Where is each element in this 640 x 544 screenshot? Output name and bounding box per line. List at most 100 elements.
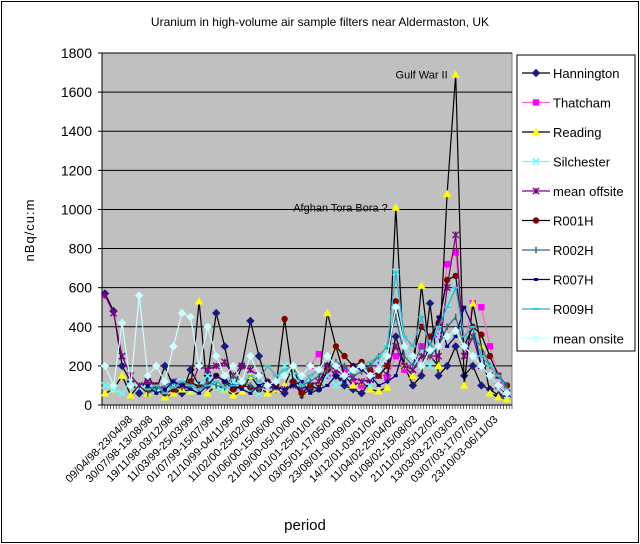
- series-mean-onsite: [100, 291, 512, 398]
- data-point-r001h: [289, 378, 297, 385]
- data-point-mean-offsite: [101, 291, 109, 300]
- data-point-hannington: [425, 299, 435, 308]
- y-tick-label: 1200: [61, 162, 92, 178]
- legend-item-hannington: Hannington: [522, 66, 620, 81]
- data-point-hannington: [408, 381, 418, 390]
- data-point-thatcham: [443, 261, 451, 268]
- legend-marker: [534, 278, 538, 281]
- legend-item-silchester: Silchester: [522, 155, 611, 170]
- data-point-mean-onsite: [460, 342, 469, 351]
- data-point-mean-onsite: [331, 361, 341, 371]
- data-point-mean-onsite: [442, 332, 452, 341]
- data-point-r007h: [197, 391, 202, 395]
- data-point-r007h: [462, 305, 467, 309]
- data-point-mean-offsite: [118, 352, 126, 360]
- data-point-mean-onsite: [374, 365, 383, 374]
- data-point-reading: [460, 381, 469, 389]
- data-point-r001h: [375, 372, 382, 379]
- data-point-mean-offsite: [434, 352, 443, 360]
- legend-item-r007h: R007H: [522, 273, 593, 288]
- annotation: Gulf War II: [396, 70, 448, 82]
- data-point-reading: [160, 392, 170, 401]
- data-point-reading: [383, 383, 392, 391]
- legend-marker: [531, 127, 541, 136]
- data-point-r007h: [179, 383, 184, 387]
- legend-label: R002H: [553, 243, 593, 258]
- data-point-mean-onsite: [194, 361, 204, 371]
- y-tick-label: 400: [69, 319, 93, 335]
- data-point-mean-onsite: [477, 361, 486, 371]
- data-point-mean-onsite: [169, 342, 178, 351]
- data-point-mean-onsite: [280, 371, 289, 380]
- data-point-mean-onsite: [271, 377, 281, 386]
- data-point-hannington: [220, 342, 229, 351]
- legend-label: R007H: [553, 273, 593, 288]
- data-point-hannington: [160, 361, 170, 371]
- legend-marker: [531, 68, 541, 78]
- data-point-reading: [442, 189, 452, 197]
- data-point-r007h: [222, 380, 227, 384]
- data-point-mean-offsite: [400, 362, 409, 370]
- data-point-reading: [374, 387, 383, 395]
- data-point-r001h: [187, 378, 194, 385]
- y-tick-label: 1600: [61, 84, 92, 100]
- y-tick-label: 1800: [61, 45, 92, 61]
- data-point-r001h: [307, 382, 314, 389]
- legend-label: R009H: [553, 302, 593, 317]
- data-point-hannington: [211, 308, 221, 318]
- data-point-mean-onsite: [494, 381, 503, 390]
- data-point-mean-onsite: [109, 381, 118, 390]
- data-point-mean-onsite: [485, 371, 495, 380]
- data-point-r007h: [214, 374, 219, 378]
- data-point-mean-onsite: [425, 346, 435, 355]
- data-point-mean-offsite: [212, 362, 220, 370]
- data-point-reading: [468, 299, 477, 307]
- data-point-hannington: [391, 332, 401, 341]
- data-point-mean-onsite: [451, 326, 460, 335]
- data-point-r001h: [281, 315, 288, 323]
- legend-marker: [532, 187, 540, 195]
- data-point-r007h: [299, 380, 304, 384]
- data-point-hannington: [468, 361, 477, 371]
- data-point-r001h: [478, 331, 485, 338]
- data-point-mean-onsite: [229, 361, 238, 371]
- data-point-mean-onsite: [203, 322, 212, 331]
- data-point-silchester: [280, 362, 289, 370]
- data-point-reading: [126, 391, 135, 399]
- data-point-reading: [169, 389, 178, 397]
- legend-label: Reading: [553, 125, 601, 140]
- data-point-reading: [502, 394, 512, 403]
- data-point-reading: [194, 297, 204, 305]
- data-point-r001h: [452, 272, 459, 280]
- data-point-mean-onsite: [408, 351, 418, 361]
- annotation: Afghan Tora Bora ?: [293, 202, 388, 214]
- data-point-mean-onsite: [340, 371, 349, 380]
- data-point-mean-offsite: [357, 377, 366, 386]
- data-point-reading: [323, 308, 332, 317]
- data-point-mean-offsite: [417, 352, 426, 360]
- data-point-reading: [451, 70, 460, 78]
- legend-label: Thatcham: [553, 96, 611, 111]
- legend-label: mean offsite: [553, 184, 624, 199]
- data-point-hannington: [417, 371, 426, 380]
- plot-background: [101, 52, 513, 406]
- legend-label: mean onsite: [553, 332, 624, 347]
- legend-item-mean-offsite: mean offsite: [522, 184, 624, 199]
- data-point-mean-offsite: [109, 309, 118, 317]
- data-point-mean-offsite: [135, 381, 143, 390]
- data-point-r001h: [392, 298, 400, 305]
- data-point-thatcham: [401, 366, 408, 373]
- y-tick-label: 800: [69, 241, 93, 257]
- data-point-mean-onsite: [357, 361, 366, 371]
- data-point-thatcham: [478, 304, 485, 311]
- data-point-mean-onsite: [348, 365, 358, 374]
- data-point-r007h: [436, 315, 441, 319]
- plot-area: Gulf War II Afghan Tora Bora ?: [98, 52, 513, 409]
- data-point-reading: [263, 389, 272, 397]
- data-point-r007h: [325, 383, 330, 387]
- data-point-r001h: [332, 343, 340, 350]
- data-point-mean-offsite: [203, 366, 212, 374]
- data-point-reading: [494, 392, 503, 401]
- data-point-mean-offsite: [392, 342, 400, 350]
